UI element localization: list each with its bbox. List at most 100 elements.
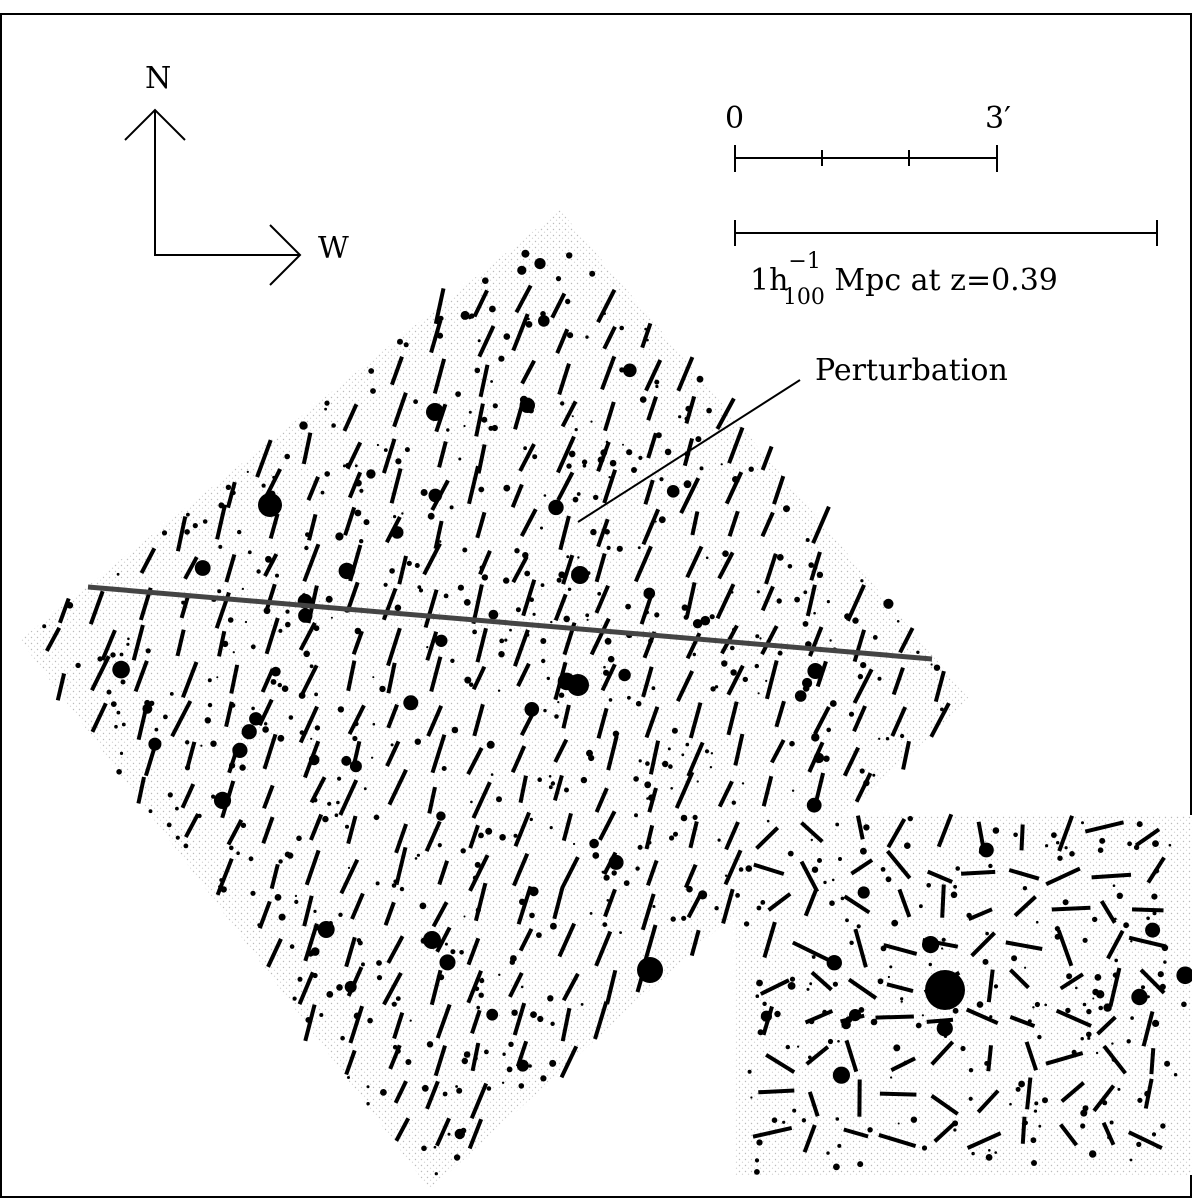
source [635,866,639,870]
source [278,683,282,687]
source [897,620,900,623]
source [1086,1032,1092,1038]
source [1137,1098,1142,1103]
source [298,977,303,982]
source [185,740,189,744]
source [75,663,80,668]
source [1174,1073,1177,1076]
source [673,832,678,837]
source [873,635,878,640]
source [582,459,587,464]
source [523,446,527,450]
source [184,844,189,849]
source [1083,1003,1087,1007]
source [934,665,940,671]
source [1057,856,1062,861]
source [410,1020,412,1022]
source [327,802,331,806]
source [548,500,563,515]
source [826,1151,829,1154]
source [592,852,599,859]
source [310,738,312,740]
source [371,757,373,759]
source [832,879,835,882]
source [247,471,249,473]
source [521,250,529,258]
source [335,532,343,540]
bright-source [423,931,441,949]
source [1096,1052,1098,1054]
source [1117,893,1123,899]
source [811,839,813,841]
source [849,712,854,717]
source [348,867,350,869]
source [275,574,279,578]
source [186,513,190,517]
source [795,690,807,702]
source [993,827,1000,834]
source [758,692,760,694]
source [1013,833,1018,838]
source [509,629,512,632]
source [721,463,723,465]
source [783,505,790,512]
source [755,634,759,638]
source [622,444,624,446]
source [458,585,464,591]
source [521,986,524,989]
source [1137,821,1143,827]
source [168,792,173,797]
source [837,1040,840,1043]
source [1066,973,1072,979]
source [549,1060,556,1067]
source [314,693,318,697]
source [440,954,456,970]
source [625,604,631,610]
source [827,600,830,603]
source [1130,1016,1134,1020]
source [563,616,570,623]
source [1087,1032,1089,1034]
source [718,839,721,842]
source [1016,1087,1021,1092]
source [537,1016,543,1022]
source [759,637,761,639]
source [608,656,615,663]
source [290,944,295,949]
source [126,643,129,646]
source [589,839,599,849]
source [693,815,698,820]
source [860,848,867,855]
source [157,740,161,744]
source [1086,1009,1091,1014]
source [743,677,748,682]
source [370,388,376,394]
source [236,851,240,855]
source [550,923,557,930]
source [735,893,740,898]
bright-source [426,403,444,421]
source [739,867,744,872]
source [488,426,493,431]
source [415,739,421,745]
north-label: N [145,61,171,96]
source [376,881,380,885]
source [428,513,435,520]
source [852,617,858,623]
source [533,613,536,616]
source [498,974,500,976]
source [684,480,692,488]
source [760,900,765,905]
source [792,790,794,792]
source [528,1064,532,1068]
source [547,995,553,1001]
source [469,411,472,414]
source [700,466,704,470]
source [326,991,333,998]
source [1044,1004,1047,1007]
source [368,368,374,374]
source [264,722,267,725]
source [922,1014,924,1016]
shear-stick [1022,825,1023,851]
source [878,738,880,740]
